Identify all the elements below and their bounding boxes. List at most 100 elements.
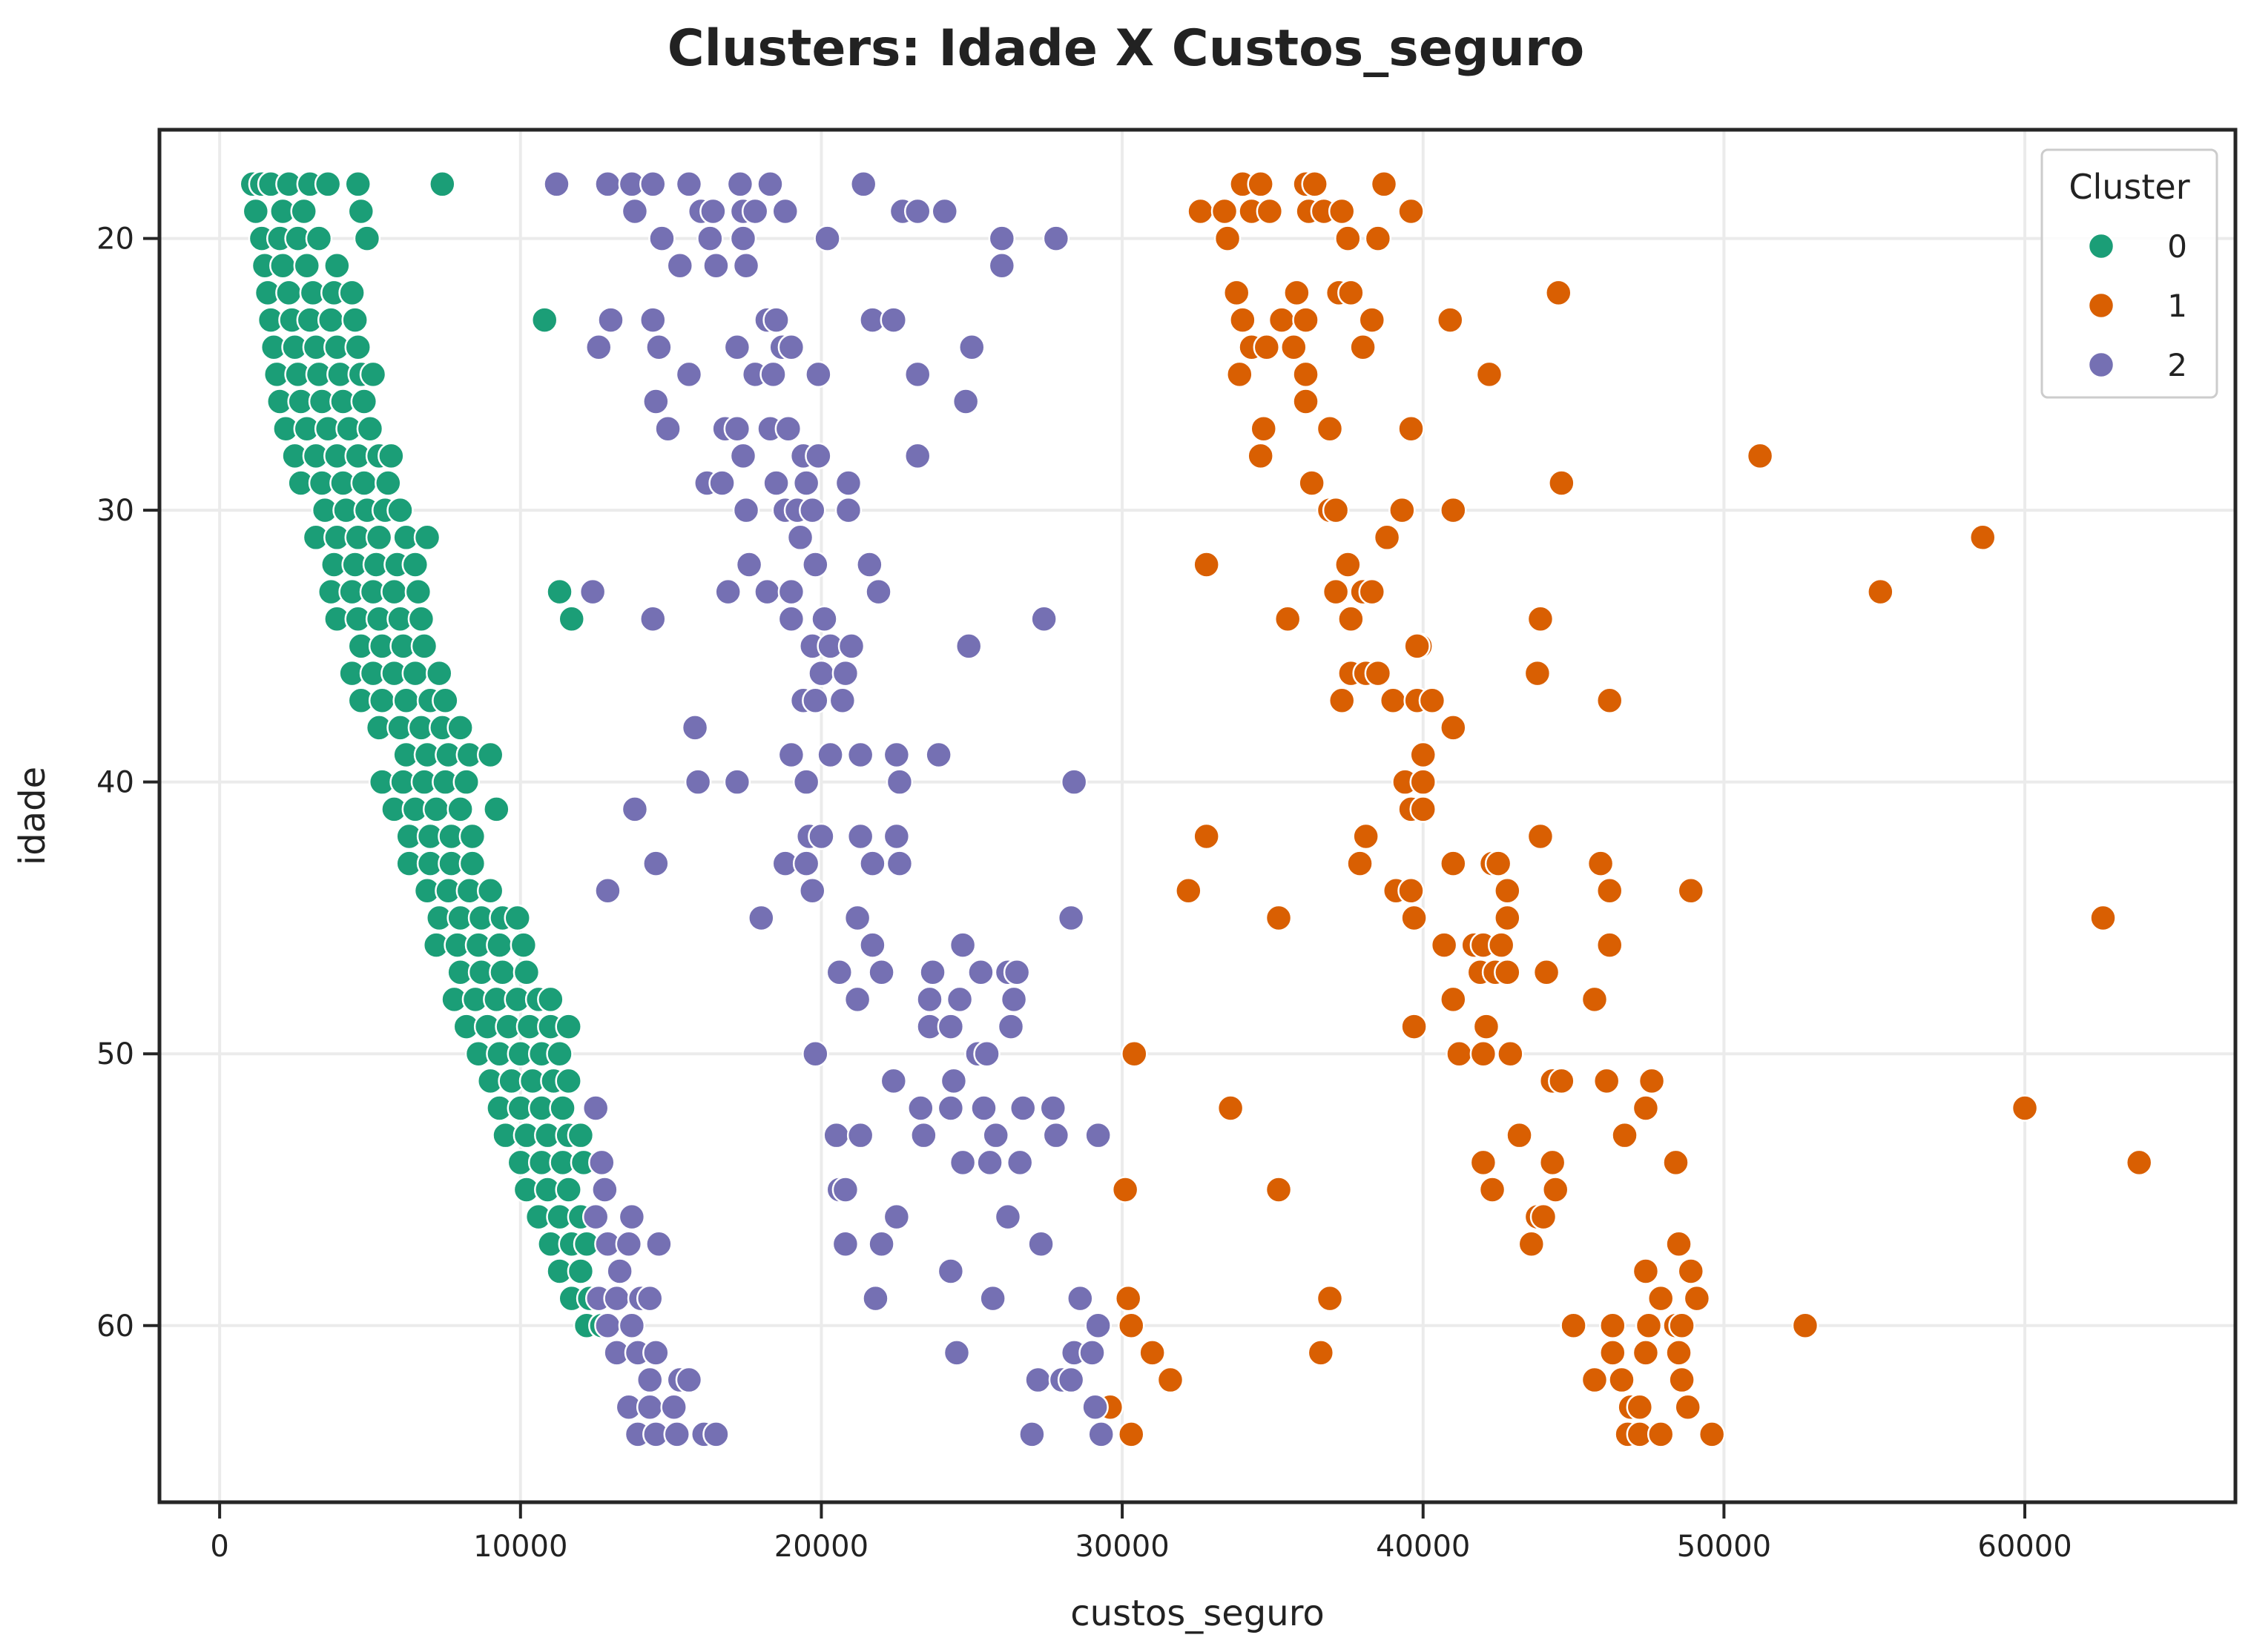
data-point bbox=[359, 360, 387, 389]
data-point bbox=[1337, 605, 1365, 633]
data-point bbox=[907, 1094, 935, 1122]
data-point bbox=[1247, 171, 1274, 198]
data-point bbox=[1081, 1393, 1109, 1421]
data-point bbox=[805, 360, 832, 389]
data-point bbox=[1352, 822, 1380, 850]
data-point bbox=[1469, 1040, 1497, 1068]
data-point bbox=[886, 850, 914, 877]
data-point bbox=[1665, 1230, 1693, 1258]
data-point bbox=[1746, 442, 1774, 470]
data-point bbox=[1698, 1421, 1726, 1448]
data-point bbox=[1517, 1230, 1546, 1258]
data-point bbox=[660, 1393, 688, 1421]
data-point bbox=[543, 171, 570, 198]
data-point bbox=[982, 1121, 1009, 1149]
data-point bbox=[549, 1094, 576, 1122]
data-point bbox=[931, 197, 959, 225]
data-point bbox=[1328, 687, 1356, 714]
data-point bbox=[1292, 306, 1319, 334]
data-point bbox=[347, 197, 375, 225]
data-point bbox=[955, 632, 983, 660]
data-point bbox=[843, 904, 871, 932]
data-point bbox=[1301, 171, 1328, 198]
data-point bbox=[1526, 822, 1555, 850]
data-point bbox=[937, 1258, 965, 1285]
data-point bbox=[825, 959, 854, 986]
data-point bbox=[446, 796, 474, 823]
data-point bbox=[952, 388, 980, 415]
data-point bbox=[594, 1312, 622, 1340]
data-point bbox=[1581, 985, 1609, 1014]
data-point bbox=[504, 904, 531, 932]
data-point bbox=[1674, 1393, 1701, 1421]
data-point bbox=[1592, 1067, 1621, 1095]
data-point bbox=[1364, 659, 1392, 687]
data-point bbox=[1003, 959, 1031, 986]
data-point bbox=[314, 171, 342, 198]
data-point bbox=[344, 171, 372, 198]
data-point bbox=[814, 225, 841, 252]
data-point bbox=[792, 850, 820, 877]
data-point bbox=[843, 985, 871, 1014]
series-1 bbox=[1096, 171, 2153, 1448]
legend-title: Cluster bbox=[2069, 167, 2189, 207]
data-point bbox=[1087, 1421, 1115, 1448]
data-point bbox=[1677, 877, 1705, 905]
x-axis-label: custos_seguro bbox=[1070, 1593, 1325, 1634]
data-point bbox=[777, 578, 805, 606]
data-point bbox=[426, 659, 453, 687]
data-point bbox=[988, 252, 1016, 280]
data-point bbox=[831, 1176, 860, 1203]
data-point bbox=[1647, 1284, 1675, 1312]
data-point bbox=[937, 1094, 965, 1122]
data-point bbox=[446, 714, 474, 741]
data-point bbox=[645, 333, 673, 361]
data-point bbox=[1638, 1067, 1666, 1095]
data-point bbox=[1478, 1176, 1506, 1203]
data-point bbox=[555, 1013, 582, 1040]
data-point bbox=[1599, 1339, 1627, 1367]
data-point bbox=[786, 523, 814, 552]
y-tick-label: 20 bbox=[96, 222, 134, 257]
data-point bbox=[1256, 197, 1284, 225]
data-point bbox=[353, 225, 381, 252]
data-point bbox=[759, 360, 787, 389]
data-point bbox=[805, 442, 832, 470]
data-point bbox=[537, 985, 564, 1014]
data-point bbox=[1538, 1149, 1566, 1177]
data-point bbox=[1440, 985, 1467, 1014]
data-point bbox=[1084, 1312, 1112, 1340]
data-point bbox=[1440, 496, 1467, 524]
data-point bbox=[1440, 714, 1467, 741]
data-point bbox=[2011, 1094, 2039, 1122]
data-point bbox=[636, 1284, 664, 1312]
data-point bbox=[883, 741, 911, 769]
data-point bbox=[883, 1203, 911, 1231]
data-point bbox=[1397, 414, 1425, 443]
data-point bbox=[1529, 1203, 1558, 1231]
data-point bbox=[1298, 469, 1325, 497]
data-point bbox=[452, 768, 481, 796]
data-point bbox=[1118, 1421, 1145, 1448]
data-point bbox=[293, 252, 321, 280]
data-point bbox=[2089, 904, 2117, 932]
data-point bbox=[949, 931, 977, 959]
data-point bbox=[723, 768, 751, 796]
data-point bbox=[1307, 1339, 1335, 1367]
data-point bbox=[1265, 904, 1293, 932]
data-point bbox=[588, 1149, 616, 1177]
data-point bbox=[1084, 1121, 1112, 1149]
data-point bbox=[1193, 551, 1220, 578]
data-point bbox=[771, 197, 800, 225]
data-point bbox=[979, 1284, 1006, 1312]
data-point bbox=[1370, 171, 1398, 198]
data-point bbox=[645, 1230, 673, 1258]
x-tick-label: 30000 bbox=[1075, 1530, 1169, 1564]
data-point bbox=[1668, 1366, 1695, 1394]
data-point bbox=[1118, 1312, 1145, 1340]
data-point bbox=[1548, 1067, 1575, 1095]
legend-items: 0 1 2 bbox=[2087, 228, 2187, 383]
data-point bbox=[868, 1230, 895, 1258]
legend-label: 2 bbox=[2167, 347, 2187, 383]
data-point bbox=[1042, 1121, 1070, 1149]
